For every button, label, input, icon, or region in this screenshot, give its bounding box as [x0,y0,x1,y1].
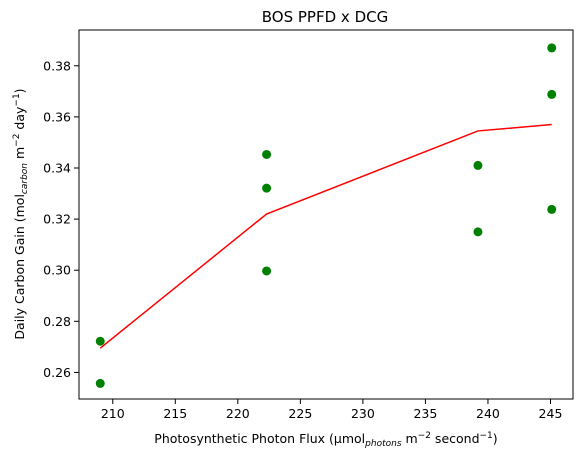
y-tick-label: 0.30 [43,263,71,278]
y-tick-label: 0.34 [43,160,71,175]
y-axis-label: Daily Carbon Gain (molcarbon m−2 day−1) [12,88,30,339]
x-tick-label: 240 [476,406,500,421]
y-tick-label: 0.28 [43,314,71,329]
y-axis: 0.26 0.28 0.30 0.32 0.34 0.36 0.38 [43,58,79,380]
x-tick-label: 220 [226,406,250,421]
data-point [95,378,105,388]
x-tick-label: 215 [163,406,187,421]
y-tick-label: 0.32 [43,212,71,227]
fit-line [99,123,552,349]
x-tick-label: 230 [351,406,375,421]
data-point [473,227,483,237]
x-tick-label: 210 [101,406,125,421]
x-axis: 210 215 220 225 230 235 240 245 [101,399,563,421]
y-tick-label: 0.38 [43,58,71,73]
data-point [262,183,272,193]
data-point [95,336,105,346]
y-tick-label: 0.36 [43,109,71,124]
plot-area: 210 215 220 225 230 235 240 245 0.26 0.28 0.30 0.3… [43,29,574,421]
data-point [547,89,557,99]
plot-frame [78,29,574,400]
chart-title: BOS PPFD x DCG [262,8,388,26]
data-point [473,160,483,170]
data-point [262,149,272,159]
data-point [547,43,557,53]
data-point [547,204,557,214]
x-tick-label: 225 [288,406,312,421]
x-tick-label: 235 [413,406,437,421]
x-axis-label: Photosynthetic Photon Flux (µmolphotons … [154,431,497,449]
data-point [262,266,272,276]
series-layer [95,43,557,388]
y-tick-label: 0.26 [43,365,71,380]
x-tick-label: 245 [539,406,563,421]
